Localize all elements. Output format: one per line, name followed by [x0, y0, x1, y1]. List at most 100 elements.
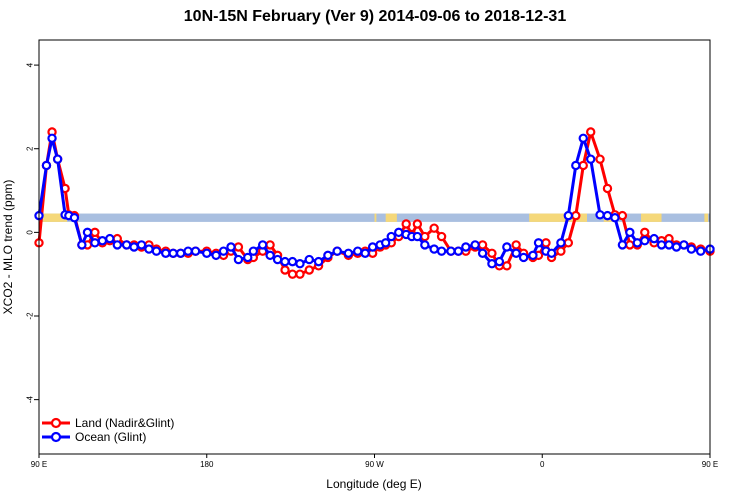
- data-point-0: [563, 238, 574, 248]
- axes: 4 2 0 -2 -4 90 E 180 90 W 0 90 E: [26, 62, 719, 469]
- data-point-1: [280, 256, 290, 267]
- data-point-1: [332, 246, 342, 256]
- data-point-1: [640, 236, 650, 246]
- legend-swatch-marker: [50, 431, 62, 443]
- data-point-1: [243, 252, 253, 263]
- data-point-1: [602, 210, 613, 221]
- data-point-1: [265, 250, 275, 261]
- data-point-1: [412, 231, 423, 242]
- data-point-1: [97, 236, 108, 246]
- data-point-0: [295, 269, 305, 279]
- land-band-segment: [641, 213, 662, 222]
- data-point-0: [595, 154, 605, 164]
- data-point-0: [233, 242, 244, 252]
- legend-swatch-marker: [50, 417, 62, 429]
- y-tick-label: -2: [26, 312, 35, 320]
- data-point-1: [151, 246, 162, 256]
- data-point-1: [671, 242, 682, 252]
- legend: Land (Nadir&Glint)Ocean (Glint): [42, 416, 174, 444]
- data-point-1: [248, 246, 259, 256]
- data-point-0: [617, 210, 628, 221]
- x-tick-label: 90 E: [702, 460, 718, 469]
- data-point-1: [470, 240, 480, 250]
- data-point-1: [233, 254, 244, 265]
- data-point-1: [380, 238, 391, 248]
- data-point-1: [649, 233, 659, 244]
- data-point-1: [429, 244, 439, 254]
- data-point-1: [168, 248, 178, 258]
- data-point-1: [632, 238, 643, 248]
- data-point-1: [367, 242, 378, 252]
- data-point-1: [360, 248, 370, 258]
- data-point-0: [502, 261, 512, 271]
- data-point-1: [679, 240, 689, 250]
- land-band-segment: [704, 213, 709, 222]
- data-point-0: [401, 219, 411, 229]
- data-point-1: [272, 254, 283, 265]
- data-point-1: [686, 244, 697, 254]
- series-layer: [34, 127, 715, 279]
- data-point-1: [323, 250, 333, 261]
- data-point-1: [183, 246, 193, 256]
- data-point-1: [511, 248, 521, 258]
- data-point-0: [487, 248, 497, 258]
- chart-title: 10N-15N February (Ver 9) 2014-09-06 to 2…: [183, 8, 567, 25]
- data-point-1: [664, 240, 674, 250]
- data-point-1: [313, 256, 324, 267]
- data-point-1: [453, 246, 464, 256]
- data-point-1: [556, 238, 566, 248]
- data-point-0: [429, 223, 439, 233]
- data-point-0: [477, 240, 488, 250]
- data-point-1: [595, 210, 605, 220]
- data-point-1: [695, 246, 706, 256]
- data-point-1: [161, 248, 171, 258]
- data-point-1: [175, 248, 186, 258]
- data-point-1: [625, 227, 635, 238]
- data-point-1: [502, 242, 512, 252]
- data-point-0: [578, 160, 588, 171]
- data-point-0: [602, 183, 613, 194]
- data-point-1: [343, 248, 354, 258]
- data-point-1: [436, 246, 447, 256]
- plot-frame: [38, 39, 711, 455]
- data-point-1: [41, 160, 52, 171]
- data-point-1: [295, 259, 305, 269]
- y-tick-label: 4: [26, 62, 35, 67]
- data-point-1: [446, 246, 456, 256]
- data-point-1: [533, 238, 544, 248]
- data-point-1: [52, 154, 63, 164]
- data-point-1: [190, 246, 201, 256]
- land-band-segment: [42, 213, 64, 222]
- data-point-1: [112, 240, 122, 250]
- x-tick-label: 90 W: [365, 460, 384, 469]
- data-point-1: [656, 240, 667, 250]
- data-point-1: [144, 244, 154, 254]
- data-point-1: [586, 154, 596, 164]
- data-point-0: [640, 227, 650, 238]
- data-point-1: [353, 246, 363, 256]
- data-point-1: [494, 256, 505, 267]
- y-axis-label: XCO2 - MLO trend (ppm): [1, 180, 15, 315]
- data-point-1: [386, 231, 396, 242]
- data-point-1: [90, 238, 100, 248]
- legend-label: Ocean (Glint): [75, 430, 146, 444]
- data-point-0: [287, 269, 298, 279]
- data-point-1: [394, 227, 404, 238]
- data-point-1: [610, 213, 620, 223]
- data-point-1: [82, 227, 93, 238]
- data-point-0: [571, 210, 581, 221]
- data-point-1: [77, 240, 87, 250]
- data-point-1: [546, 248, 557, 258]
- data-point-1: [211, 250, 221, 261]
- data-point-1: [129, 242, 139, 252]
- data-point-0: [420, 231, 430, 242]
- data-point-0: [436, 231, 447, 242]
- data-point-1: [477, 248, 488, 258]
- y-tick-label: 0: [26, 230, 35, 235]
- data-point-0: [304, 265, 314, 275]
- x-tick-label: 0: [540, 460, 545, 469]
- data-point-1: [105, 233, 115, 244]
- data-point-0: [280, 265, 290, 275]
- data-point-0: [412, 219, 423, 229]
